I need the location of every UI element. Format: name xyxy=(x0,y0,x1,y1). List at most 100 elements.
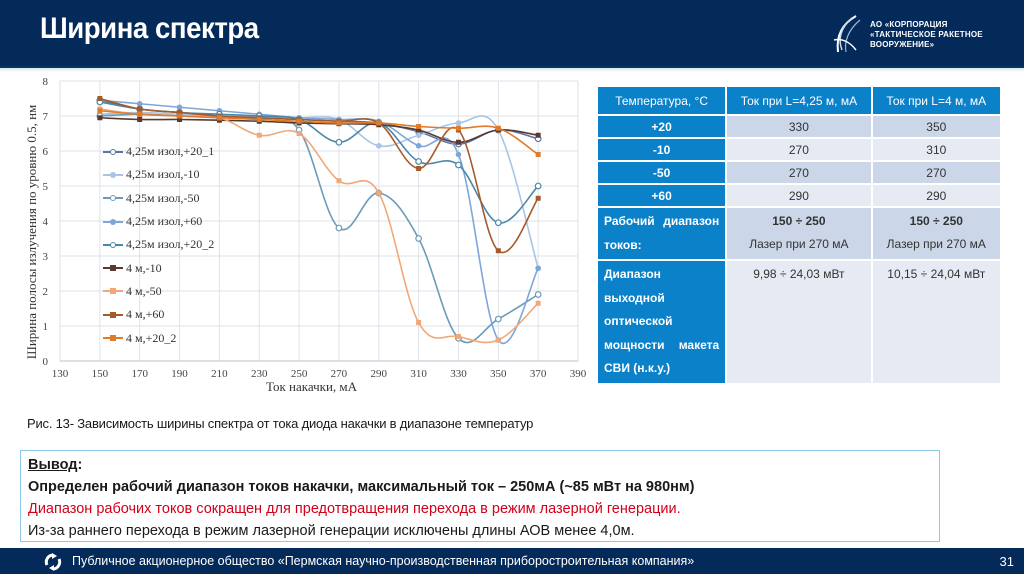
data-point xyxy=(97,115,103,121)
data-point xyxy=(535,132,541,138)
logo-line-1: АО «КОРПОРАЦИЯ xyxy=(870,20,948,29)
conclusion-line-3: Из-за раннего перехода в режим лазерной … xyxy=(28,523,635,539)
legend-label: 4,25м изол,+60 xyxy=(126,214,203,229)
conclusion-line-2: Диапазон рабочих токов сокращен для пред… xyxy=(28,501,681,517)
data-point xyxy=(455,161,462,169)
x-tick-label: 150 xyxy=(92,368,109,380)
figure-caption: Рис. 13- Зависимость ширины спектра от т… xyxy=(27,416,534,431)
header-current-4m: Ток при L=4 м, мА xyxy=(872,87,1000,114)
y-tick-label: 1 xyxy=(43,321,49,333)
table-row: -50 270 270 xyxy=(598,162,1000,183)
company-logo: АО «КОРПОРАЦИЯ «ТАКТИЧЕСКОЕ РАКЕТНОЕ ВОО… xyxy=(830,14,1010,54)
cell-value: 270 xyxy=(727,162,871,183)
chart-plot-area: 0 1 2 3 4 5 6 7 8 130 150 170 190 210 230 250 270 290 310 3… xyxy=(43,76,587,380)
legend-marker-icon xyxy=(103,193,123,203)
logo-line-2: «ТАКТИЧЕСКОЕ РАКЕТНОЕ xyxy=(870,30,983,39)
data-point xyxy=(177,113,183,119)
y-tick-label: 3 xyxy=(43,251,49,263)
data-point xyxy=(137,117,143,122)
header-divider xyxy=(0,68,1024,72)
legend-marker-icon xyxy=(103,286,123,296)
legend-item: 4,25м изол,+60 xyxy=(103,210,214,233)
data-point xyxy=(416,166,422,171)
y-tick-label: 8 xyxy=(43,76,49,88)
data-point xyxy=(97,96,103,101)
data-point xyxy=(415,142,422,149)
data-point xyxy=(336,120,342,126)
page-number: 31 xyxy=(999,554,1014,569)
y-tick-label: 0 xyxy=(43,356,49,368)
cell-range-4-25m: 150 ÷ 250 Лазер при 270 мА xyxy=(727,208,871,259)
cell-value: 330 xyxy=(727,116,871,137)
legend-item: 4 м,-50 xyxy=(103,280,214,303)
conclusion-title: Вывод xyxy=(28,457,78,473)
label-line: токов: xyxy=(604,237,642,252)
legend-label: 4,25м изол,-10 xyxy=(126,167,200,182)
legend-label: 4,25м изол,+20_2 xyxy=(126,237,215,252)
x-tick-label: 290 xyxy=(371,368,388,380)
table-row: -10 270 310 xyxy=(598,139,1000,160)
x-tick-label: 390 xyxy=(570,368,587,380)
chart-x-axis-label: Ток накачки, мА xyxy=(266,379,358,394)
data-point xyxy=(336,178,342,184)
cell-value: 290 xyxy=(872,185,1000,206)
data-point xyxy=(455,139,461,145)
current-thresholds-table: Температура, °С Ток при L=4,25 м, мА Ток… xyxy=(596,85,1002,385)
data-point xyxy=(177,110,183,115)
data-point xyxy=(535,265,541,272)
x-tick-label: 230 xyxy=(251,368,268,380)
data-point xyxy=(415,158,423,165)
cell-value: 290 xyxy=(727,185,871,206)
data-point xyxy=(177,117,183,122)
line-chart: 0 1 2 3 4 5 6 7 8 130 150 170 190 210 230 250 270 290 310 3… xyxy=(10,74,590,400)
series-line xyxy=(99,109,539,156)
x-tick-label: 250 xyxy=(291,368,308,380)
data-point xyxy=(416,127,422,133)
legend-marker-icon xyxy=(103,263,123,273)
legend-label: 4 м,-10 xyxy=(126,260,162,275)
legend-label: 4 м,+20_2 xyxy=(126,330,177,345)
data-point xyxy=(256,132,262,138)
data-point xyxy=(534,182,542,190)
header-temperature: Температура, °С xyxy=(598,87,726,114)
label-line: выходной xyxy=(604,290,665,305)
range-value: 150 ÷ 250 xyxy=(909,214,963,228)
data-point xyxy=(415,235,423,242)
x-tick-label: 310 xyxy=(410,368,427,380)
data-point xyxy=(494,315,502,323)
row-temperature: -10 xyxy=(598,139,726,160)
legend-label: 4,25м изол,-50 xyxy=(126,190,200,205)
chart-y-axis-label: Ширина полосы излучения по уровню 0.5, н… xyxy=(24,104,39,360)
legend-item: 4,25м изол,+20_1 xyxy=(103,140,214,163)
x-tick-label: 370 xyxy=(530,368,547,380)
x-tick-label: 130 xyxy=(52,368,69,380)
data-point xyxy=(97,108,103,114)
y-tick-label: 2 xyxy=(43,286,49,298)
y-tick-label: 7 xyxy=(43,111,49,123)
legend-marker-icon xyxy=(103,147,123,157)
data-point xyxy=(535,195,541,201)
x-tick-label: 210 xyxy=(211,368,228,380)
data-point xyxy=(256,117,262,122)
data-point xyxy=(416,320,422,325)
legend-marker-icon xyxy=(103,333,123,343)
data-point xyxy=(495,125,501,131)
logo-text: АО «КОРПОРАЦИЯ «ТАКТИЧЕСКОЕ РАКЕТНОЕ ВОО… xyxy=(870,20,983,50)
data-point xyxy=(136,100,143,107)
legend-marker-icon xyxy=(103,170,123,180)
data-point xyxy=(296,131,302,136)
label-line: Диапазон xyxy=(604,267,661,281)
table-header-row: Температура, °С Ток при L=4,25 м, мА Ток… xyxy=(598,87,1000,114)
conclusion-line-1: Определен рабочий диапазон токов накачки… xyxy=(28,479,695,495)
table-row-power-range: Диапазон выходной оптической мощности ма… xyxy=(598,261,1000,383)
cell-power-4m: 10,15 ÷ 24,04 мВт xyxy=(872,261,1000,383)
data-point xyxy=(534,291,542,298)
row-label-working-range: Рабочий диапазон токов: xyxy=(598,208,726,259)
legend-label: 4 м,-50 xyxy=(126,283,162,298)
legend-marker-icon xyxy=(103,217,123,227)
table-row-working-range: Рабочий диапазон токов: 150 ÷ 250 Лазер … xyxy=(598,208,1000,259)
data-point xyxy=(176,104,183,111)
cell-value: 350 xyxy=(872,116,1000,137)
row-temperature: +60 xyxy=(598,185,726,206)
cell-value: 270 xyxy=(872,162,1000,183)
